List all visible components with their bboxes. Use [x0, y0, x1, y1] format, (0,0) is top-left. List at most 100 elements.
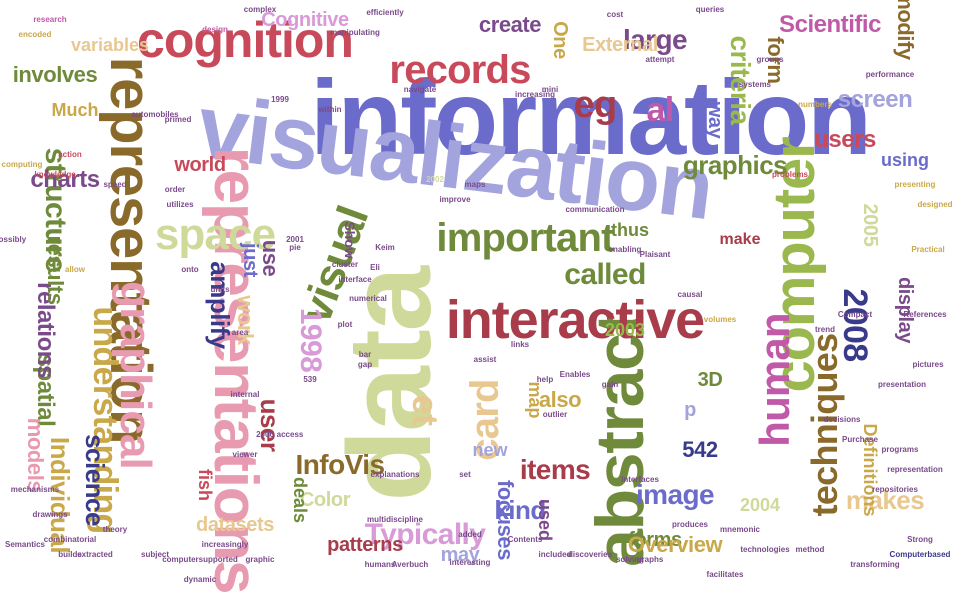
word-101: increasing [514, 90, 556, 99]
word-17: Scientific [779, 11, 881, 38]
word-40: work [233, 295, 258, 345]
word-140: Computerbased [889, 550, 951, 559]
word-154: dynamic [183, 575, 217, 584]
word-16: important [436, 216, 614, 260]
word-118: improve [439, 195, 471, 204]
word-110: order [164, 185, 186, 194]
word-114: communication [565, 205, 625, 214]
word-138: repositories [872, 485, 918, 494]
word-187: area [231, 328, 249, 337]
word-95: design [202, 25, 228, 34]
word-121: pie [289, 243, 301, 252]
word-165: set [459, 470, 471, 479]
word-70: patterns [327, 534, 403, 556]
word-79: 3D [697, 369, 723, 391]
word-116: numbers [798, 100, 832, 109]
word-161: drawings [32, 510, 68, 519]
word-47: charts [30, 166, 100, 193]
word-113: maps [464, 180, 486, 189]
word-164: multidiscipline [366, 515, 424, 524]
word-115: enabling [608, 245, 642, 254]
word-163: explanations [370, 470, 420, 479]
word-137: programs [881, 445, 919, 454]
word-22: eg [573, 84, 618, 126]
word-34: Typically [364, 518, 486, 551]
word-32: image [635, 479, 715, 510]
word-168: included [538, 550, 572, 559]
word-91: cost [606, 10, 624, 19]
word-90: queries [695, 5, 725, 14]
word-106: computing [1, 160, 43, 169]
word-189: causal [677, 290, 703, 299]
word-62: thus [611, 220, 649, 240]
word-52: Cognitive [261, 9, 349, 31]
word-184: 2006 [256, 430, 274, 439]
word-87: performance [865, 70, 915, 79]
word-55: One [549, 21, 571, 59]
word-21: use [258, 239, 283, 277]
word-108: knowledge [34, 170, 76, 179]
word-12: space [154, 210, 276, 259]
word-93: manipulating [330, 28, 380, 37]
word-146: graphs [636, 555, 664, 564]
word-125: possibly [0, 235, 27, 244]
word-126: allow [64, 265, 86, 274]
word-72: focuses [493, 479, 518, 561]
word-54: create [478, 12, 542, 37]
word-92: efficiently [366, 8, 404, 17]
word-67: Color [299, 489, 351, 511]
word-96: research [33, 15, 67, 24]
word-136: Purchase [841, 435, 879, 444]
word-132: trend [815, 325, 835, 334]
word-149: Averbuch [391, 560, 429, 569]
word-45: results [43, 235, 68, 305]
word-172: interfaces [621, 475, 659, 484]
word-191: units [210, 285, 230, 294]
word-148: interesting [449, 558, 491, 567]
word-49: Much [51, 100, 99, 120]
word-35: kind [494, 495, 546, 525]
word-41: science [80, 434, 110, 526]
word-105: 1999 [271, 95, 289, 104]
word-145: facilitates [706, 570, 744, 579]
word-98: automobiles [131, 110, 179, 119]
word-133: pictures [912, 360, 944, 369]
word-28: 2008 [836, 288, 874, 362]
word-14: human [751, 313, 798, 447]
word-119: Keim [375, 243, 395, 252]
word-143: method [795, 545, 825, 554]
word-135: decisions [823, 415, 861, 424]
word-124: interface [338, 275, 372, 284]
word-83: just [239, 243, 261, 277]
word-139: representation [887, 465, 943, 474]
word-69: datasets [196, 514, 274, 536]
word-109: speed [103, 180, 127, 189]
word-179: plot [337, 320, 353, 329]
word-188: numerical [349, 294, 387, 303]
word-158: Semantics [4, 540, 46, 549]
word-19: graphics [682, 150, 788, 180]
word-144: technologies [740, 545, 790, 554]
word-120: Plaisant [639, 250, 671, 259]
word-30: called [564, 258, 646, 291]
word-111: utilizes [166, 200, 194, 209]
word-51: variables [70, 35, 150, 55]
word-157: builds [58, 550, 82, 559]
word-174: help [536, 375, 554, 384]
word-134: presentation [877, 380, 927, 389]
word-104: within [318, 105, 342, 114]
word-61: make [719, 231, 761, 248]
word-152: increasingly [201, 540, 249, 549]
word-59: 2005 [859, 203, 881, 247]
word-127: onto [181, 265, 199, 274]
word-48: world [174, 154, 226, 176]
word-131: Compact [837, 310, 873, 319]
word-81: p [684, 399, 696, 421]
word-53: External [582, 34, 658, 56]
word-68: deals [290, 476, 310, 524]
word-128: Practical [911, 245, 945, 254]
word-7: interactive [445, 290, 705, 350]
word-60: using [881, 150, 929, 170]
word-31: InfoVis [295, 449, 385, 480]
